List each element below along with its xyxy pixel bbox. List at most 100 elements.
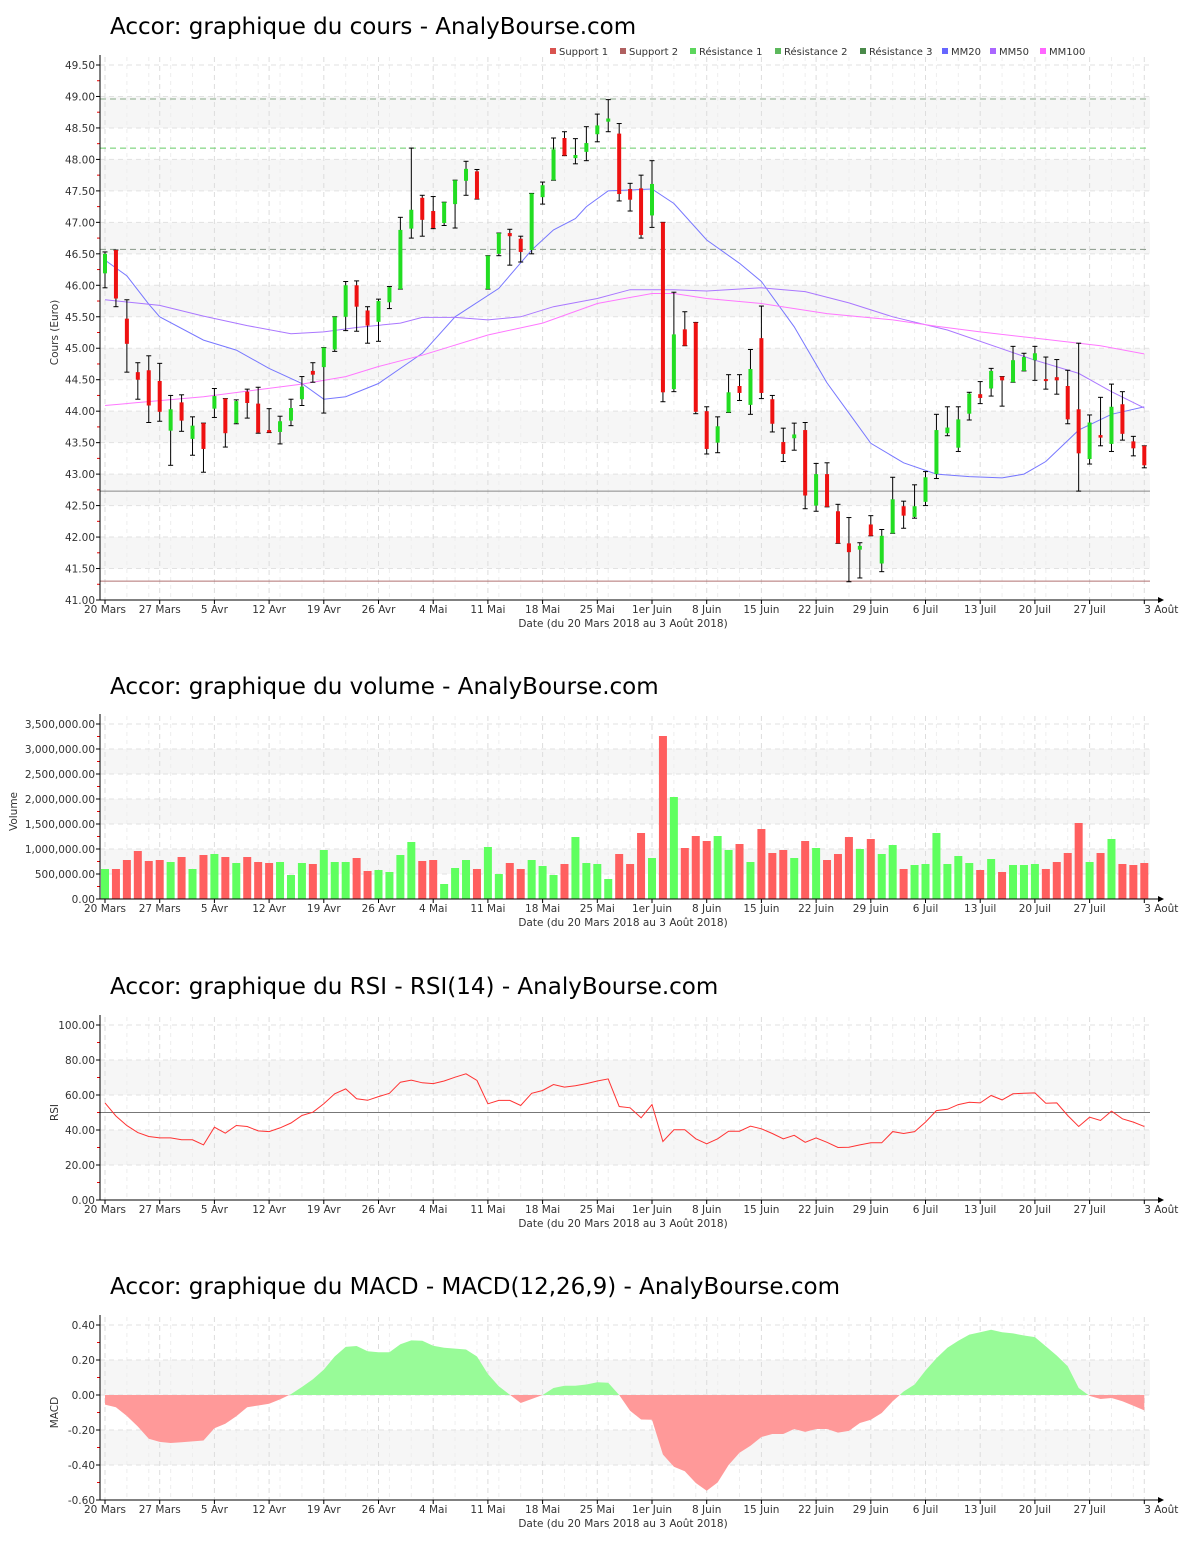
candle-body-up <box>606 118 611 122</box>
volume-bar <box>210 854 219 899</box>
candle <box>561 131 567 157</box>
volume-bar <box>440 884 449 899</box>
candle-body-up <box>190 425 195 439</box>
x-tick-label: 3 Août <box>1144 1504 1178 1516</box>
x-tick-label: 26 Avr <box>362 903 396 915</box>
candle <box>1098 396 1104 447</box>
macd-chart: Accor: graphique du MACD - MACD(12,26,9)… <box>49 1274 1178 1530</box>
price-chart-title: Accor: graphique du cours - AnalyBourse.… <box>110 14 636 40</box>
x-tick-label: 20 Juil <box>1019 903 1051 915</box>
volume-bar <box>1009 865 1018 899</box>
candle <box>211 388 217 418</box>
candle-body-down <box>474 171 479 200</box>
candle <box>802 422 808 510</box>
x-tick-label: 22 Juin <box>798 604 834 616</box>
candle <box>222 398 228 448</box>
candle-body-down <box>1043 379 1048 382</box>
x-tick-label: 20 Juil <box>1019 604 1051 616</box>
volume-bar <box>910 865 919 899</box>
volume-bar <box>177 857 186 899</box>
volume-bar <box>637 833 646 899</box>
volume-bar <box>1129 865 1138 899</box>
rsi-chart-title: Accor: graphique du RSI - RSI(14) - Anal… <box>110 974 718 1000</box>
volume-bar <box>122 860 131 899</box>
candle-body-down <box>518 238 523 252</box>
candle <box>124 299 130 373</box>
volume-bar <box>494 874 503 899</box>
x-axis-arrow-icon <box>1158 597 1164 603</box>
volume-bar <box>1063 853 1072 899</box>
candle <box>649 160 655 228</box>
candle <box>244 388 250 419</box>
candle-body-down <box>1054 377 1059 381</box>
candle <box>791 422 797 451</box>
candle <box>288 398 294 427</box>
legend-label: Résistance 3 <box>869 46 932 58</box>
volume-bar <box>998 872 1007 899</box>
candle <box>857 542 863 579</box>
legend-swatch <box>942 48 948 54</box>
legend-label: Support 1 <box>559 47 608 58</box>
candle <box>430 196 436 230</box>
candle-body-up <box>1087 422 1092 460</box>
candle-body-down <box>825 474 830 507</box>
candle-body-up <box>1032 353 1037 361</box>
candle <box>496 232 502 257</box>
candle <box>988 367 994 397</box>
x-tick-label: 12 Avr <box>252 1504 286 1516</box>
candle <box>1054 359 1060 395</box>
x-tick-label: 13 Juil <box>964 1504 996 1516</box>
candle <box>113 249 119 308</box>
candle <box>332 316 338 352</box>
candle-body-up <box>792 434 797 439</box>
candle-body-down <box>179 402 184 421</box>
candle <box>277 415 283 445</box>
candle-body-down <box>628 188 633 200</box>
candle <box>419 194 425 237</box>
candle <box>682 311 688 347</box>
candle-body-down <box>124 318 129 344</box>
volume-bar <box>615 854 624 899</box>
x-tick-label: 15 Juin <box>743 604 779 616</box>
candle <box>923 471 928 507</box>
x-tick-label: 18 Mai <box>525 1204 560 1216</box>
x-tick-label: 22 Juin <box>798 1504 834 1516</box>
candle-body-down <box>365 310 370 326</box>
x-tick-label: 29 Juin <box>853 1204 889 1216</box>
candle-body-down <box>704 411 709 449</box>
candle-body-down <box>770 399 775 424</box>
candle-body-down <box>1142 445 1147 466</box>
volume-bar <box>1030 864 1039 899</box>
candle-body-up <box>595 125 600 135</box>
y-tick-label: 1,500,000.00 <box>25 819 95 831</box>
legend-label: Support 2 <box>629 47 678 58</box>
x-tick-label: 8 Juin <box>692 604 721 616</box>
volume-bar <box>462 860 471 899</box>
candle <box>813 462 819 512</box>
legend-swatch <box>775 48 781 54</box>
legend-swatch <box>690 48 696 54</box>
candle-body-down <box>1131 441 1136 449</box>
candle <box>179 394 185 432</box>
x-tick-label: 18 Mai <box>525 604 560 616</box>
volume-bar <box>790 858 799 899</box>
candle-body-down <box>759 338 764 393</box>
candle <box>452 179 458 229</box>
candle-body-down <box>901 506 906 516</box>
candle-body-up <box>529 193 534 251</box>
volume-bar <box>921 864 930 899</box>
candle-body-up <box>387 287 392 303</box>
y-tick-label: 0.20 <box>72 1355 95 1367</box>
candle-body-up <box>442 202 447 223</box>
x-tick-label: 26 Avr <box>362 1504 396 1516</box>
x-tick-label: 1er Juin <box>632 1204 672 1216</box>
candle <box>463 160 469 196</box>
candle <box>529 192 535 255</box>
legend-label: Résistance 2 <box>784 46 847 58</box>
candle-body-up <box>321 347 326 368</box>
x-tick-label: 11 Mai <box>470 1204 505 1216</box>
candle-body-down <box>1120 404 1125 434</box>
candle-body-down <box>1098 435 1103 438</box>
candle <box>605 99 611 133</box>
y-tick-label: 45.00 <box>65 343 95 355</box>
